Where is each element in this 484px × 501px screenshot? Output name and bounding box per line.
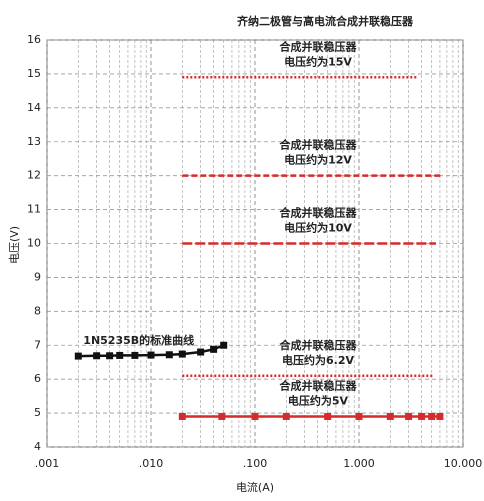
point-marker	[197, 348, 205, 356]
point-marker	[324, 412, 332, 420]
point-marker	[220, 341, 228, 349]
x-axis-label: 电流(A)	[236, 480, 274, 494]
annotation: 合成并联稳压器	[280, 39, 358, 53]
point-marker	[106, 352, 114, 360]
y-tick-label: 10	[27, 237, 41, 250]
legend-label: 1N5235B的标准曲线	[83, 333, 194, 347]
y-tick-label: 9	[34, 270, 41, 283]
annotation: 电压约为6.2V	[282, 353, 354, 367]
y-tick-label: 4	[34, 440, 41, 453]
annotation: 合成并联稳压器	[280, 138, 358, 152]
y-tick-label: 6	[34, 372, 41, 385]
annotation: 合成并联稳压器	[280, 338, 358, 352]
point-marker	[74, 352, 82, 360]
x-tick-label: .010	[139, 457, 164, 470]
point-marker	[355, 412, 363, 420]
annotation: 合成并联稳压器	[280, 206, 358, 220]
y-tick-label: 15	[27, 67, 41, 80]
y-axis-label: 电压(V)	[8, 226, 21, 264]
point-marker	[131, 351, 139, 359]
y-tick-label: 14	[27, 101, 41, 114]
point-marker	[418, 412, 426, 420]
x-tick-label: 10.000	[444, 457, 483, 470]
point-marker	[386, 412, 394, 420]
x-tick-label: .100	[243, 457, 268, 470]
y-tick-label: 16	[27, 33, 41, 46]
point-marker	[116, 351, 124, 359]
annotation: 合成并联稳压器	[280, 378, 358, 392]
y-tick-label: 7	[34, 338, 41, 351]
y-tick-label: 8	[34, 304, 41, 317]
x-tick-label: 1.000	[343, 457, 375, 470]
point-marker	[218, 412, 226, 420]
point-marker	[436, 412, 444, 420]
point-marker	[93, 352, 101, 360]
point-marker	[178, 350, 186, 358]
point-marker	[405, 412, 413, 420]
y-tick-label: 11	[27, 203, 41, 216]
point-marker	[165, 351, 173, 359]
annotation: 电压约为10V	[284, 221, 352, 235]
point-marker	[147, 351, 155, 359]
chart-title: 齐纳二极管与高电流合成并联稳压器	[237, 14, 414, 28]
point-marker	[178, 412, 186, 420]
y-tick-label: 13	[27, 135, 41, 148]
annotation: 电压约为12V	[284, 153, 352, 167]
y-tick-label: 5	[34, 406, 41, 419]
point-marker	[251, 412, 259, 420]
point-marker	[210, 345, 218, 353]
point-marker	[282, 412, 290, 420]
y-tick-label: 12	[27, 169, 41, 182]
x-tick-label: .001	[35, 457, 60, 470]
annotation: 电压约为5V	[288, 393, 349, 407]
annotation: 电压约为15V	[284, 54, 352, 68]
point-marker	[428, 412, 436, 420]
